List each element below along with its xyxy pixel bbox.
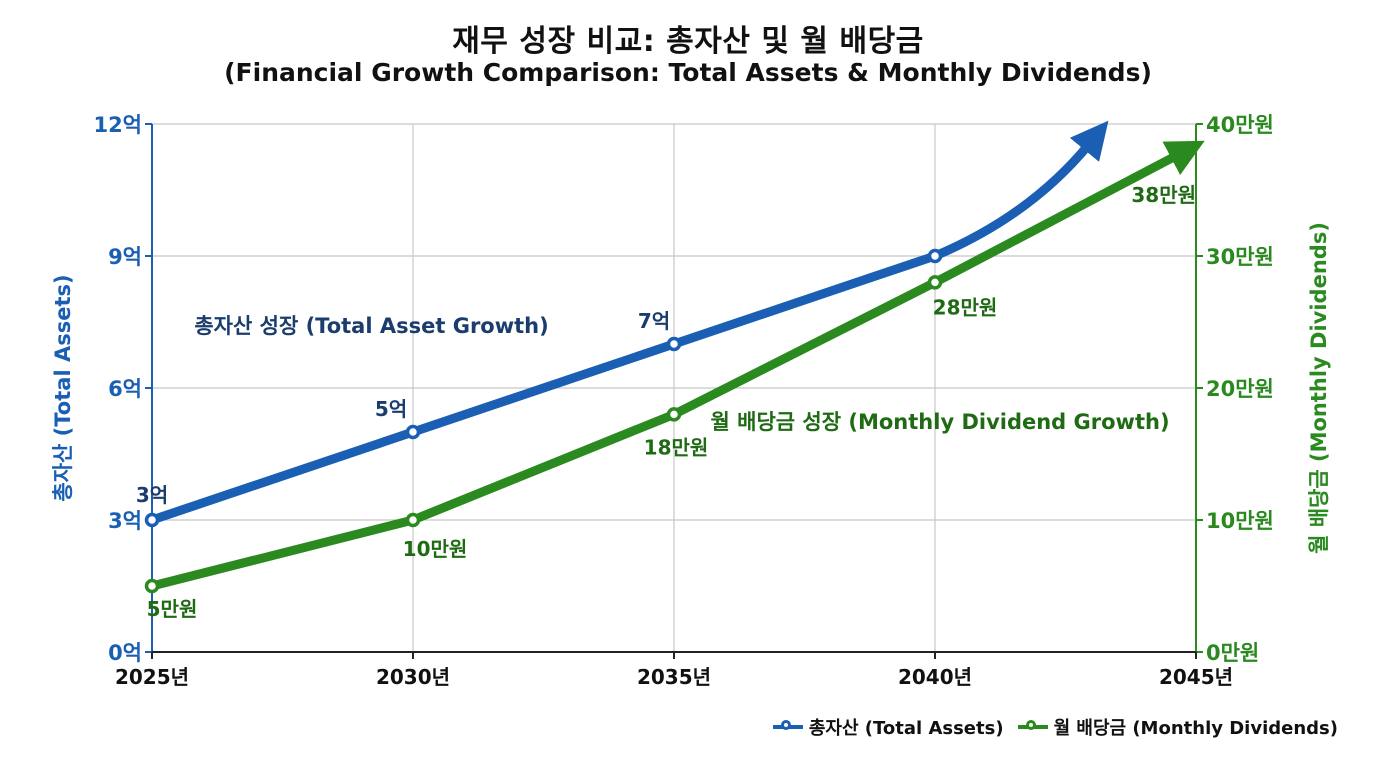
legend-item-dividends: 월 배당금 (Monthly Dividends): [1017, 714, 1338, 740]
chart-title: 재무 성장 비교: 총자산 및 월 배당금: [452, 24, 924, 59]
series-dividends-trend-label: 38만원: [1131, 183, 1196, 207]
series-assets-data-label: 3억: [136, 483, 168, 507]
series-dividends-point: [666, 407, 682, 422]
right-tick-label: 20만원: [1206, 377, 1274, 401]
right-tick-label: 0만원: [1206, 641, 1259, 665]
legend-item-assets: 총자산 (Total Assets): [772, 714, 1004, 740]
series-assets-trend-arrow: [930, 120, 1109, 261]
x-tick-label: 2045년: [1159, 665, 1233, 689]
right-tick-label: 10만원: [1206, 509, 1274, 533]
series-assets-point: [927, 248, 943, 264]
legend-dividends-label: 월 배당금 (Monthly Dividends): [1053, 718, 1338, 739]
x-tick-label: 2025년: [115, 665, 189, 689]
legend-assets-label: 총자산 (Total Assets): [808, 718, 1004, 739]
legend: 총자산 (Total Assets) 월 배당금 (Monthly Divide…: [772, 714, 1338, 740]
series-dividends-data-label: 28만원: [933, 295, 998, 319]
y-axis-right-title: 월 배당금 (Monthly Dividends): [1307, 222, 1331, 554]
series-assets-data-label: 7억: [638, 309, 670, 333]
series-assets-annotation: 총자산 성장 (Total Asset Growth): [194, 314, 548, 338]
series-dividends-data-label: 18만원: [644, 435, 709, 459]
left-tick-label: 6억: [108, 377, 142, 401]
series-dividends-point: [405, 512, 421, 528]
series-dividends-annotation: 월 배당금 성장 (Monthly Dividend Growth): [711, 410, 1170, 434]
chart-subtitle: (Financial Growth Comparison: Total Asse…: [224, 58, 1152, 87]
series-assets-point: [405, 424, 421, 440]
series-dividends-point: [927, 275, 943, 290]
series-dividends-trend-arrow: [930, 140, 1205, 287]
left-tick-label: 12억: [93, 113, 142, 137]
series-dividends-point: [144, 578, 160, 594]
left-tick-label: 3억: [108, 509, 142, 533]
series-assets-data-label: 5억: [375, 397, 407, 421]
left-tick-label: 0억: [108, 641, 142, 665]
x-tick-label: 2030년: [376, 665, 450, 689]
series-assets-line: [147, 251, 940, 525]
series-dividends-line: [147, 277, 940, 591]
series-dividends-data-label: 10만원: [403, 537, 468, 561]
right-tick-label: 30만원: [1206, 245, 1274, 269]
x-tick-label: 2035년: [637, 665, 711, 689]
series-assets-point: [144, 512, 160, 528]
legend-assets-swatch: [772, 720, 803, 730]
right-tick-label: 40만원: [1206, 113, 1274, 137]
x-tick-label: 2040년: [898, 665, 972, 689]
y-axis-left-title: 총자산 (Total Assets): [51, 274, 75, 501]
series-assets-point: [666, 336, 682, 352]
legend-dividends-swatch: [1017, 720, 1048, 730]
left-tick-label: 9억: [108, 245, 142, 269]
series-dividends-data-label: 5만원: [147, 597, 198, 621]
